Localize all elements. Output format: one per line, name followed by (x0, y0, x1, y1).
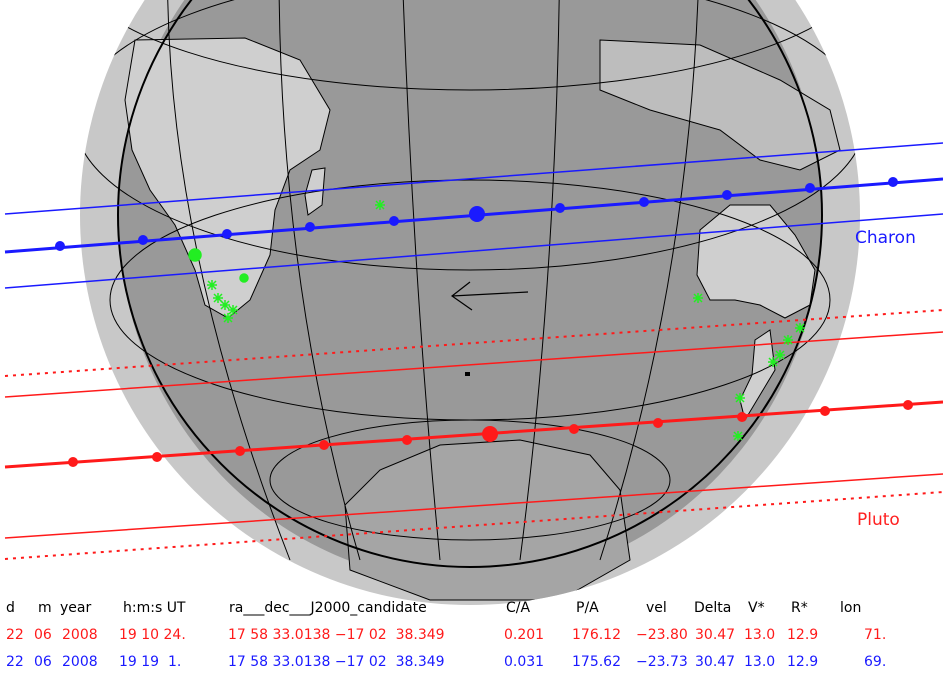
header-cell: Delta (694, 600, 732, 616)
asia-coast (599, 39, 841, 171)
station-star-icon (223, 313, 233, 323)
header-cell: C/A (506, 600, 531, 616)
cell-year: 2008 (62, 654, 98, 670)
cell-ca: 0.201 (504, 627, 545, 643)
cell-lon: 71. (864, 627, 887, 643)
cell-vel: −23.73 (636, 654, 688, 670)
cell-delta: 30.47 (695, 654, 736, 670)
station-marker (188, 248, 202, 262)
table-row: 22 06 2008 19 10 24. 17 58 33.0138 −17 0… (6, 627, 941, 654)
cell-time: 19 19 1. (119, 654, 182, 670)
cell-month: 06 (34, 654, 52, 670)
cell-month: 06 (34, 627, 52, 643)
station-marker (239, 273, 249, 283)
observing-stations (188, 200, 805, 441)
australia-continent (696, 204, 816, 319)
cell-pa: 176.12 (572, 627, 621, 643)
header-cell: ra___dec___J2000_candidate (229, 600, 427, 616)
header-cell: year (60, 600, 92, 616)
station-star-icon (768, 357, 778, 367)
header-cell: d (6, 600, 15, 616)
globe-limb (117, 0, 823, 568)
station-star-icon (783, 335, 793, 345)
charon-time-markers (55, 177, 898, 251)
station-star-icon (220, 300, 230, 310)
pluto-time-markers (68, 400, 913, 467)
center-marker (465, 372, 470, 376)
pluto-north-limit (4, 331, 943, 398)
charon-south-limit (4, 213, 943, 289)
header-cell: R* (791, 600, 808, 616)
cell-vmag: 13.0 (744, 627, 776, 643)
cell-lon: 69. (864, 654, 887, 670)
station-star-icon (795, 323, 805, 333)
motion-arrow-icon (450, 281, 529, 311)
header-cell: lon (840, 600, 862, 616)
cell-day: 22 (6, 654, 24, 670)
header-cell: vel (646, 600, 667, 616)
header-cell: h:m:s UT (123, 600, 186, 616)
ephemeris-table: d m year h:m:s UT ra___dec___J2000_candi… (6, 600, 941, 681)
pluto-label: Pluto (857, 510, 900, 530)
table-row: 22 06 2008 19 19 1. 17 58 33.0138 −17 02… (6, 654, 941, 681)
table-header-row: d m year h:m:s UT ra___dec___J2000_candi… (6, 600, 941, 627)
station-star-icon (228, 305, 238, 315)
station-star-icon (375, 200, 385, 210)
cell-time: 19 10 24. (119, 627, 186, 643)
cell-delta: 30.47 (695, 627, 736, 643)
cell-vel: −23.80 (636, 627, 688, 643)
cell-year: 2008 (62, 627, 98, 643)
cell-ca: 0.031 (504, 654, 545, 670)
cell-rmag: 12.9 (787, 654, 819, 670)
charon-north-limit (4, 142, 943, 215)
cell-vmag: 13.0 (744, 654, 776, 670)
cell-day: 22 (6, 627, 24, 643)
cell-coordinates: 17 58 33.0138 −17 02 38.349 (228, 627, 445, 643)
header-cell: m (38, 600, 52, 616)
cell-pa: 175.62 (572, 654, 621, 670)
station-star-icon (735, 393, 745, 403)
station-star-icon (207, 280, 217, 290)
station-star-icon (733, 431, 743, 441)
pluto-south-limit (4, 473, 943, 539)
new-zealand-island (739, 329, 776, 422)
graticule (80, 0, 860, 561)
header-cell: P/A (576, 600, 599, 616)
charon-label: Charon (855, 228, 916, 248)
header-cell: V* (748, 600, 765, 616)
africa-continent (124, 37, 331, 319)
antarctica-continent (344, 439, 631, 601)
station-star-icon (693, 293, 703, 303)
cell-rmag: 12.9 (787, 627, 819, 643)
cell-coordinates: 17 58 33.0138 −17 02 38.349 (228, 654, 445, 670)
